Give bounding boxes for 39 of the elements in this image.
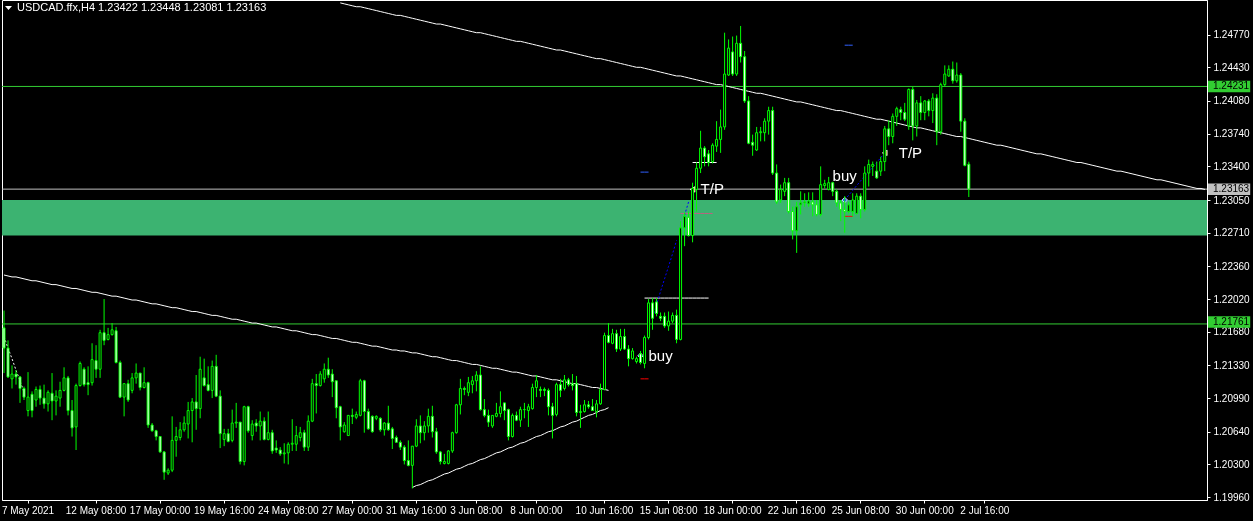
x-tick-label: 8 Jun 00:00 [510,504,564,516]
ref-line-label: 1.23163 [1213,183,1250,195]
x-tick-label: 19 May 16:00 [193,504,255,516]
x-tick-label: 22 Jun 16:00 [767,504,827,516]
chart-title: USDCAD.ffx,H4 1.23422 1.23448 1.23081 1.23163 [17,1,267,14]
x-tick-label: 18 Jun 00:00 [703,504,762,516]
y-tick-label: 1.20300 [1213,458,1251,470]
y-tick-label: 1.20640 [1213,426,1251,438]
x-tick-label: 3 Jun 08:00 [450,504,503,516]
x-tick-label: 7 May 2021 [1,504,55,516]
x-tick-label: 30 Jun 00:00 [895,504,955,516]
y-tick-label: 1.24080 [1213,95,1251,107]
y-tick-label: 1.22360 [1213,260,1251,272]
y-tick-label: 1.22710 [1213,227,1251,239]
x-tick-label: 17 May 00:00 [129,504,191,516]
x-tick-label: 12 May 08:00 [65,504,127,516]
text: T/P [898,143,923,161]
text: buy [832,167,857,184]
series-label: buy [648,346,674,364]
x-tick-label: 25 Jun 08:00 [831,504,891,516]
x-tick-label: 15 Jun 08:00 [639,504,698,516]
ref-line-label: 1.21761 [1213,315,1250,327]
x-tick-label: 31 May 16:00 [386,504,448,516]
y-tick-label: 1.24770 [1213,29,1251,41]
series-label: T/P [700,180,724,198]
y-tick-label: 1.23050 [1213,194,1251,206]
x-tick-label: 2 Jul 16:00 [960,504,1010,516]
y-tick-label: 1.23740 [1213,128,1251,140]
x-tick-label: 27 May 00:00 [321,504,384,516]
y-tick-label: 1.22020 [1213,293,1251,305]
y-tick-label: 1.21330 [1213,359,1251,371]
y-tick-label: 1.20990 [1213,392,1251,404]
x-tick-label: 10 Jun 16:00 [575,504,634,516]
y-tick-label: 1.23400 [1213,160,1251,172]
y-tick-label: 1.19960 [1213,491,1251,503]
ref-line-label: 1.24231 [1213,80,1250,92]
x-tick-label: 24 May 08:00 [257,504,319,516]
y-tick-label: 1.24430 [1213,61,1251,73]
y-tick-label: 1.21680 [1213,326,1251,338]
